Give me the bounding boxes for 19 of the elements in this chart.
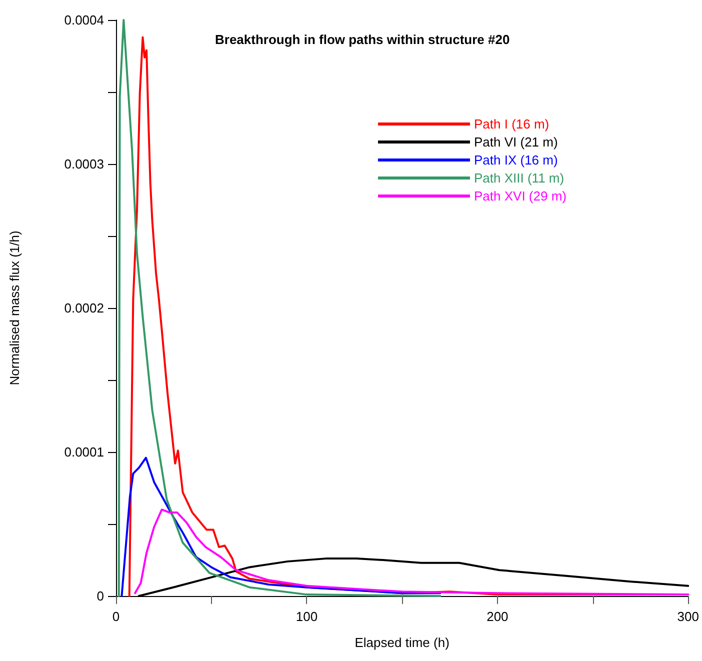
- text: Path VI (21 m): [474, 134, 558, 150]
- text: Path XVI (29 m): [474, 188, 566, 204]
- x-tick-label: 100: [296, 609, 318, 624]
- line-series: [120, 456, 442, 597]
- text: Path IX (16 m): [474, 152, 558, 168]
- text: Breakthrough in flow paths within structure #20: [215, 32, 510, 47]
- text: Path I (16 m): [474, 116, 550, 132]
- y-axis-title: Normalised mass flux (1/h): [7, 230, 22, 386]
- x-axis-title: Elapsed time (h): [354, 635, 450, 650]
- y-tick-label: 0.0001: [64, 444, 104, 460]
- y-tick-label: 0.0004: [64, 12, 104, 28]
- x-tick-label: 300: [677, 609, 700, 624]
- y-tick-label: 0.0002: [64, 300, 104, 316]
- line-series: [134, 508, 690, 596]
- y-tick-label: 0.0003: [64, 156, 104, 172]
- text: Path XIII (11 m): [474, 170, 564, 186]
- x-tick-label: 0: [112, 609, 120, 624]
- y-tick-label: 0: [96, 588, 104, 604]
- x-tick-label: 200: [486, 609, 508, 624]
